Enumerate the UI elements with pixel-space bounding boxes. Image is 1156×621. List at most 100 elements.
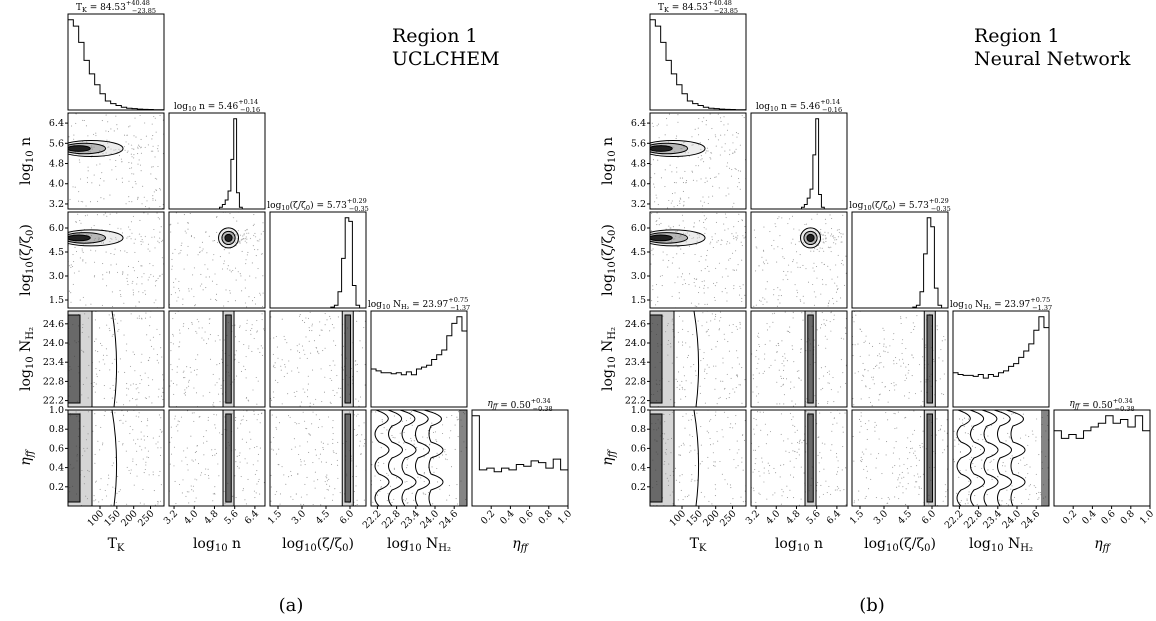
sample-point	[193, 387, 195, 389]
axes-background	[650, 212, 746, 308]
sample-point	[656, 224, 658, 226]
x-tick-label: 24.0	[1000, 508, 1023, 531]
sample-point	[671, 411, 673, 413]
sample-point	[652, 248, 654, 250]
sample-point	[217, 334, 219, 337]
sample-point	[136, 475, 138, 477]
sample-point	[393, 498, 395, 500]
sample-point	[832, 235, 834, 237]
sample-point	[874, 421, 876, 423]
sample-point	[147, 213, 149, 215]
sample-point	[325, 476, 327, 478]
sample-point	[744, 225, 746, 228]
y-axis-label: log10 n	[18, 137, 36, 185]
sample-point	[334, 394, 336, 397]
sample-point	[70, 264, 72, 266]
sample-point	[86, 377, 88, 379]
sample-point	[335, 344, 337, 346]
sample-point	[827, 382, 829, 384]
sample-point	[103, 198, 105, 200]
sample-point	[922, 401, 924, 403]
sample-point	[90, 227, 92, 229]
sample-point	[104, 212, 106, 214]
sample-point	[758, 299, 761, 301]
sample-point	[95, 250, 97, 252]
sample-point	[186, 366, 188, 368]
sample-point	[1007, 504, 1009, 506]
sample-point	[889, 345, 891, 347]
sample-point	[433, 471, 435, 473]
sample-point	[364, 384, 366, 386]
sample-point	[140, 170, 142, 172]
y-tick-label: 0.2	[49, 482, 64, 493]
density-contour	[224, 233, 233, 243]
sample-point	[678, 454, 680, 456]
sample-point	[854, 500, 856, 502]
sample-point	[1005, 470, 1007, 472]
sample-point	[710, 151, 712, 154]
sample-point	[806, 401, 808, 403]
sample-point	[703, 117, 705, 119]
sample-point	[436, 440, 438, 442]
sample-point	[780, 464, 782, 466]
sample-point	[664, 421, 666, 423]
sample-point	[178, 421, 180, 423]
sample-point	[653, 186, 656, 188]
sample-point	[381, 421, 383, 423]
sample-point	[727, 341, 729, 343]
sample-point	[236, 455, 238, 457]
sample-point	[752, 391, 754, 393]
sample-point	[837, 288, 839, 290]
sample-point	[971, 456, 973, 458]
sample-point	[99, 327, 101, 329]
panel-annotation: Region 1 UCLCHEM	[392, 25, 500, 70]
sample-point	[987, 427, 989, 429]
sample-point	[356, 434, 358, 436]
sample-point	[813, 339, 815, 341]
sample-point	[308, 451, 310, 454]
sample-point	[1013, 458, 1015, 460]
sample-point	[239, 234, 242, 236]
sample-point	[688, 234, 691, 236]
x-tick-label: 3.0	[290, 508, 308, 526]
sample-point	[170, 223, 172, 225]
sample-point	[180, 249, 182, 252]
sample-point	[298, 351, 301, 354]
sample-point	[830, 312, 832, 314]
sample-point	[914, 326, 916, 328]
sample-point	[910, 440, 912, 442]
sample-point	[821, 279, 824, 281]
sample-point	[140, 438, 142, 440]
sample-point	[376, 494, 379, 496]
sample-point	[256, 330, 258, 332]
sample-point	[94, 453, 96, 455]
sample-point	[1035, 440, 1037, 442]
sample-point	[691, 170, 693, 172]
sample-point	[831, 278, 833, 280]
sample-point	[657, 300, 659, 303]
sample-point	[780, 503, 782, 505]
sample-point	[739, 170, 742, 172]
sample-point	[757, 335, 759, 337]
sample-point	[209, 333, 211, 336]
histogram-tk: TK = 84.53+40.48 −23.85	[649, 0, 747, 111]
sample-point	[200, 474, 202, 476]
sample-point	[1029, 484, 1032, 486]
sample-point	[280, 365, 282, 367]
sample-point	[960, 500, 962, 502]
sample-point	[727, 187, 729, 189]
sample-point	[134, 251, 136, 253]
sample-point	[85, 304, 87, 306]
sample-point	[196, 445, 198, 447]
sample-point	[311, 369, 314, 371]
sample-point	[724, 338, 726, 340]
sample-point	[704, 219, 706, 221]
sample-point	[129, 229, 131, 231]
sample-point	[764, 353, 766, 355]
sample-point	[928, 503, 930, 505]
sample-point	[252, 245, 255, 247]
sample-point	[182, 303, 184, 306]
sample-point	[798, 241, 800, 243]
sample-point	[962, 419, 964, 421]
